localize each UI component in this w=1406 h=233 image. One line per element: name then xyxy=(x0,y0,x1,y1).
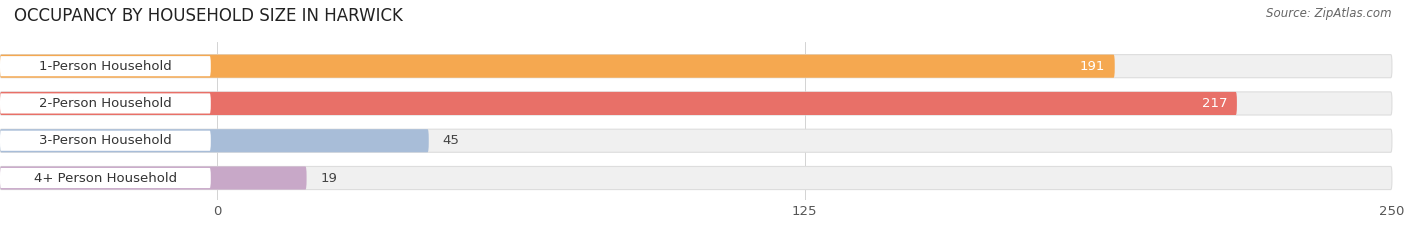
Text: 4+ Person Household: 4+ Person Household xyxy=(34,171,177,185)
Text: 191: 191 xyxy=(1080,60,1105,73)
FancyBboxPatch shape xyxy=(0,93,211,113)
FancyBboxPatch shape xyxy=(0,92,1392,115)
Text: 2-Person Household: 2-Person Household xyxy=(39,97,172,110)
Text: 3-Person Household: 3-Person Household xyxy=(39,134,172,147)
FancyBboxPatch shape xyxy=(0,166,307,190)
Text: 45: 45 xyxy=(443,134,460,147)
FancyBboxPatch shape xyxy=(0,55,1392,78)
FancyBboxPatch shape xyxy=(0,168,211,188)
Text: OCCUPANCY BY HOUSEHOLD SIZE IN HARWICK: OCCUPANCY BY HOUSEHOLD SIZE IN HARWICK xyxy=(14,7,404,25)
FancyBboxPatch shape xyxy=(0,166,1392,190)
FancyBboxPatch shape xyxy=(0,55,1115,78)
FancyBboxPatch shape xyxy=(0,129,429,152)
FancyBboxPatch shape xyxy=(0,129,1392,152)
Text: 1-Person Household: 1-Person Household xyxy=(39,60,172,73)
Text: 217: 217 xyxy=(1202,97,1227,110)
FancyBboxPatch shape xyxy=(0,92,1237,115)
FancyBboxPatch shape xyxy=(0,131,211,151)
Text: 19: 19 xyxy=(321,171,337,185)
Text: Source: ZipAtlas.com: Source: ZipAtlas.com xyxy=(1267,7,1392,20)
FancyBboxPatch shape xyxy=(0,56,211,76)
